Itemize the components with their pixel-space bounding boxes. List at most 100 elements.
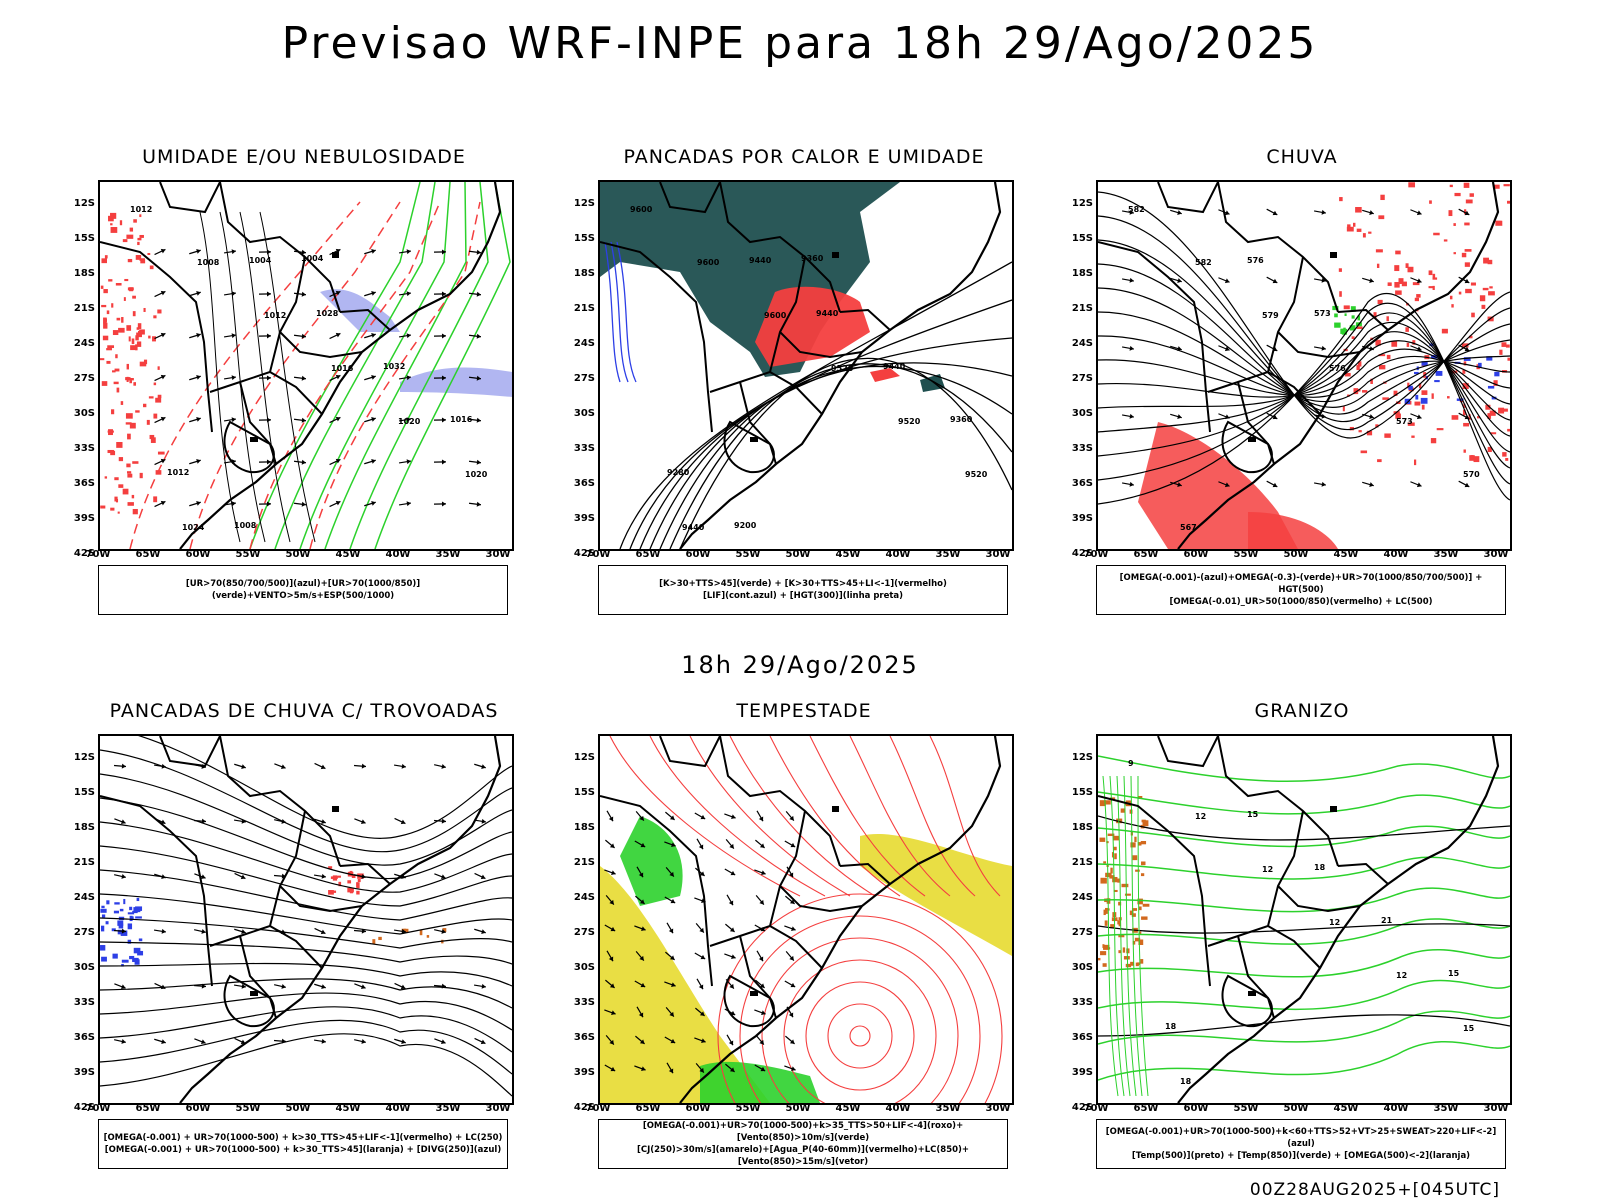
lat-tick: 39S bbox=[73, 1067, 95, 1078]
lon-tick: 60W bbox=[185, 549, 211, 560]
lon-tick: 70W bbox=[85, 1103, 111, 1114]
lat-tick: 15S bbox=[1071, 233, 1093, 244]
lon-tick: 55W bbox=[235, 549, 261, 560]
lat-tick: 15S bbox=[73, 233, 95, 244]
contour-label: 576 bbox=[1247, 256, 1264, 265]
legend-line: [LIF](cont.azul) + [HGT(300)](linha pret… bbox=[702, 591, 904, 601]
contour-label: 567 bbox=[1180, 523, 1197, 532]
legend-line: [OMEGA(-0.001)-(azul)+OMEGA(-0.3)-(verde… bbox=[1119, 573, 1483, 595]
contour-label: 12 bbox=[1396, 971, 1407, 980]
lon-tick: 30W bbox=[485, 549, 511, 560]
lat-tick: 42S bbox=[573, 1102, 595, 1113]
contour-label: 9360 bbox=[950, 415, 973, 424]
contour-label: 573 bbox=[1396, 417, 1413, 426]
page-title: Previsao WRF-INPE para 18h 29/Ago/2025 bbox=[281, 18, 1319, 69]
contour-label: 9440 bbox=[883, 362, 906, 371]
contour-label: 1020 bbox=[398, 417, 421, 426]
lon-tick: 70W bbox=[1083, 549, 1109, 560]
legend-box: [OMEGA(-0.001)+UR>70(1000-500)+k<60+TTS>… bbox=[1096, 1119, 1506, 1169]
lat-tick: 39S bbox=[573, 1067, 595, 1078]
panel-title: PANCADAS DE CHUVA C/ TROVOADAS bbox=[109, 700, 499, 722]
lat-tick: 18S bbox=[73, 822, 95, 833]
lon-tick: 60W bbox=[685, 1103, 711, 1114]
contour-label: 18 bbox=[1165, 1022, 1177, 1031]
map-granizo: 9 12 12 12 12 15 18 15 18 21 15 18 bbox=[1096, 734, 1512, 1105]
lon-tick: 40W bbox=[885, 1103, 911, 1114]
lon-tick: 65W bbox=[1133, 549, 1159, 560]
lat-tick: 12S bbox=[73, 198, 95, 209]
lat-tick: 30S bbox=[1071, 408, 1093, 419]
lon-tick: 55W bbox=[735, 1103, 761, 1114]
contour-label: 12 bbox=[1329, 918, 1340, 927]
map-chuva: 582 582 579 576 573 570 567 576 573 bbox=[1096, 180, 1512, 551]
contour-label: 9440 bbox=[749, 256, 772, 265]
contour-label: 12 bbox=[1195, 812, 1206, 821]
contour-label: 9600 bbox=[630, 205, 653, 214]
lat-tick: 18S bbox=[1071, 268, 1093, 279]
lat-tick: 39S bbox=[1071, 513, 1093, 524]
lat-tick: 21S bbox=[1071, 303, 1093, 314]
contour-label: 1012 bbox=[130, 205, 152, 214]
lat-tick: 36S bbox=[1071, 1032, 1093, 1043]
lon-tick: 70W bbox=[585, 549, 611, 560]
legend-line: [K>30+TTS>45](verde) + [K>30+TTS>45+LI<-… bbox=[659, 579, 947, 589]
contour-label: 582 bbox=[1128, 205, 1145, 214]
lat-tick: 30S bbox=[1071, 962, 1093, 973]
contour-label: 12 bbox=[1262, 865, 1273, 874]
lat-tick: 18S bbox=[573, 268, 595, 279]
contour-label: 9600 bbox=[764, 311, 787, 320]
lon-tick: 45W bbox=[835, 549, 861, 560]
lat-tick: 39S bbox=[573, 513, 595, 524]
contour-label: 18 bbox=[1180, 1077, 1192, 1086]
contour-label: 1012 bbox=[167, 468, 189, 477]
legend-box: [UR>70(850/700/500)](azul)+[UR>70(1000/8… bbox=[98, 565, 508, 615]
lat-tick: 15S bbox=[573, 233, 595, 244]
lon-tick: 70W bbox=[1083, 1103, 1109, 1114]
panel-title: CHUVA bbox=[1266, 146, 1338, 168]
lat-tick: 18S bbox=[73, 268, 95, 279]
lon-tick: 45W bbox=[835, 1103, 861, 1114]
lat-tick: 12S bbox=[1071, 752, 1093, 763]
contour-label: 1020 bbox=[465, 470, 488, 479]
lat-tick: 33S bbox=[1071, 443, 1093, 454]
contour-label: 9520 bbox=[831, 364, 854, 373]
contour-label: 9520 bbox=[965, 470, 988, 479]
contour-label: 1028 bbox=[316, 309, 339, 318]
lon-tick: 35W bbox=[935, 1103, 961, 1114]
lat-tick: 27S bbox=[1071, 373, 1093, 384]
lon-tick: 35W bbox=[435, 1103, 461, 1114]
legend-line: [OMEGA(-0.001) + UR>70(1000-500) + k>30_… bbox=[104, 1145, 502, 1155]
contour-label: 9600 bbox=[697, 258, 720, 267]
lon-tick: 40W bbox=[1383, 549, 1409, 560]
lat-tick: 24S bbox=[573, 892, 595, 903]
panel-title: UMIDADE E/OU NEBULOSIDADE bbox=[142, 146, 466, 168]
lat-tick: 21S bbox=[73, 303, 95, 314]
lat-tick: 24S bbox=[573, 338, 595, 349]
lat-tick: 24S bbox=[1071, 338, 1093, 349]
lat-tick: 21S bbox=[73, 857, 95, 868]
lat-tick: 30S bbox=[573, 408, 595, 419]
contour-label: 576 bbox=[1329, 364, 1346, 373]
lon-tick: 50W bbox=[285, 1103, 311, 1114]
contour-label: 9 bbox=[1128, 759, 1134, 768]
contour-label: 15 bbox=[1463, 1024, 1475, 1033]
lat-tick: 33S bbox=[73, 997, 95, 1008]
lon-tick: 65W bbox=[1133, 1103, 1159, 1114]
legend-line: [OMEGA(-0.001) + UR>70(1000-500) + k>30_… bbox=[103, 1133, 503, 1143]
panel-title: GRANIZO bbox=[1254, 700, 1350, 722]
lon-tick: 55W bbox=[735, 549, 761, 560]
lat-tick: 36S bbox=[573, 478, 595, 489]
run-info-label: 00Z28AUG2025+[045UTC] bbox=[1249, 1180, 1500, 1200]
legend-line: [OMEGA(-0.01)_UR>50(1000/850)(vermelho) … bbox=[1169, 597, 1433, 607]
lat-tick: 33S bbox=[73, 443, 95, 454]
lon-tick: 45W bbox=[1333, 549, 1359, 560]
lon-tick: 30W bbox=[485, 1103, 511, 1114]
contour-label: 579 bbox=[1262, 311, 1279, 320]
contour-label: 1032 bbox=[383, 362, 405, 371]
lat-tick: 21S bbox=[573, 303, 595, 314]
panel-title: TEMPESTADE bbox=[736, 700, 872, 722]
contour-label: 1004 bbox=[301, 254, 324, 263]
lat-tick: 15S bbox=[73, 787, 95, 798]
lat-tick: 24S bbox=[73, 338, 95, 349]
contour-label: 21 bbox=[1381, 916, 1393, 925]
